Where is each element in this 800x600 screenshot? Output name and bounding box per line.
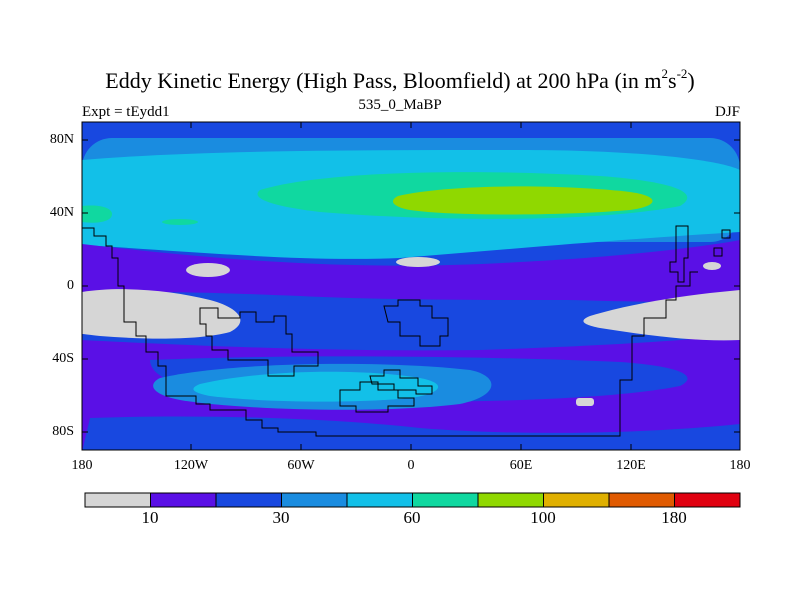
grey-area-east (583, 290, 740, 341)
lon-tick-label: 0 (407, 458, 415, 473)
grey-patch-4 (576, 398, 594, 406)
colorbar-box (281, 492, 348, 508)
south-band-cyan (193, 371, 439, 402)
lon-tick-label: 180 (71, 458, 93, 473)
colorbar-label: 100 (530, 508, 556, 527)
north-band-lime (393, 186, 653, 215)
lon-tick-label: 60W (287, 458, 315, 473)
season-label: DJF (714, 104, 740, 120)
north-band-teal-west (82, 205, 112, 223)
colorbar-box (84, 492, 151, 508)
lon-tick-label: 120W (173, 458, 209, 473)
experiment-label: Expt = tEydd1 (82, 104, 170, 120)
plot-title: Eddy Kinetic Energy (High Pass, Bloomfie… (105, 66, 695, 93)
lon-tick-label: 60E (509, 458, 533, 473)
lat-tick-label: 80S (52, 424, 74, 439)
colorbar-label: 180 (661, 508, 687, 527)
lat-tick-label: 0 (67, 278, 74, 293)
colorbar (84, 492, 741, 508)
south-polar-blue (82, 416, 740, 450)
tropics-violet (82, 240, 740, 302)
land-outlines (82, 225, 740, 437)
grey-area-pacific (82, 289, 241, 339)
colorbar-label: 30 (272, 508, 290, 527)
colorbar-label: 60 (403, 508, 421, 527)
colorbar-box (608, 492, 675, 508)
colorbar-box (346, 492, 413, 508)
lat-tick-label: 40S (52, 351, 74, 366)
lon-tick-label: 120E (616, 458, 646, 473)
grey-patch-2 (396, 257, 440, 267)
grey-patch-3 (703, 262, 721, 270)
run-label: 535_0_MaBP (358, 97, 442, 113)
colorbar-box (543, 492, 610, 508)
lat-tick-label: 40N (49, 205, 74, 220)
colorbar-box (215, 492, 282, 508)
axis-ticks (82, 122, 740, 450)
colorbar-box (412, 492, 479, 508)
colorbar-box (674, 492, 741, 508)
grey-patch-1 (186, 263, 230, 277)
lon-tick-label: 180 (729, 458, 751, 473)
colorbar-box (477, 492, 544, 508)
small-teal-patch (162, 219, 198, 225)
colorbar-label: 10 (141, 508, 159, 527)
map-field (82, 122, 740, 450)
colorbar-box (150, 492, 217, 508)
lat-tick-label: 80N (49, 132, 74, 147)
